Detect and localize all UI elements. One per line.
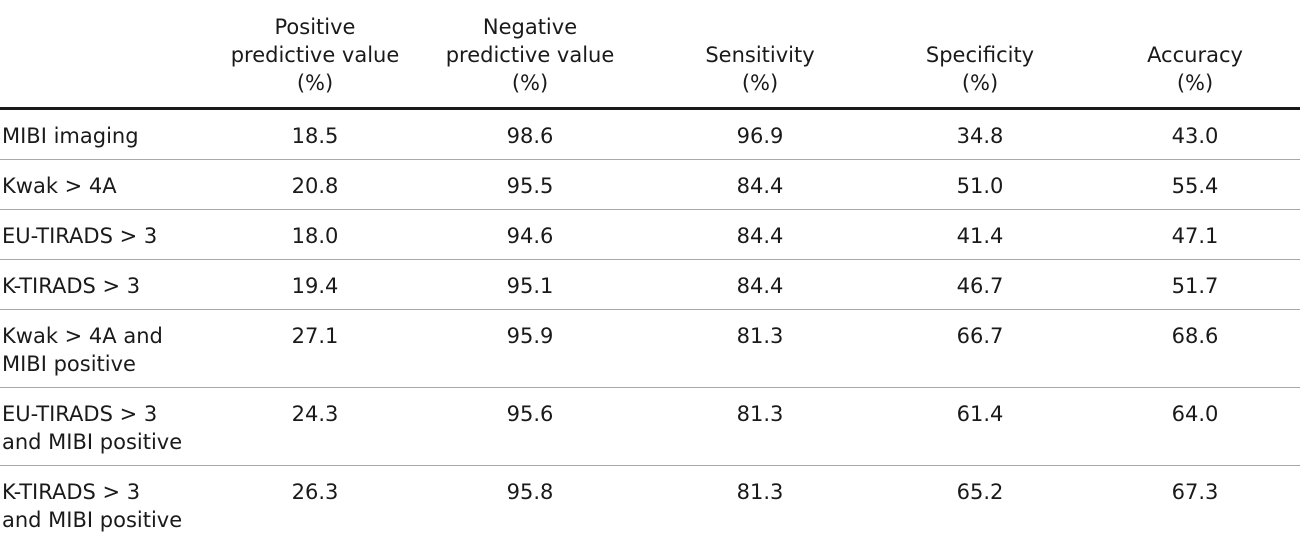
ppv-cell: 18.0: [220, 209, 410, 260]
table-row: EU-TIRADS > 3 and MIBI positive 24.3 95.…: [0, 387, 1300, 466]
header-line: (%): [961, 71, 999, 95]
ppv-cell: 24.3: [220, 387, 410, 466]
sensitivity-cell: 81.3: [650, 309, 870, 388]
row-label: Kwak > 4A and MIBI positive: [0, 309, 220, 388]
header-line: Specificity: [925, 43, 1035, 67]
specificity-cell: 34.8: [870, 108, 1090, 160]
npv-cell: 98.6: [410, 108, 650, 160]
header-line: (%): [1176, 71, 1214, 95]
sensitivity-cell: 81.3: [650, 387, 870, 466]
sensitivity-cell: 96.9: [650, 108, 870, 160]
npv-cell: 95.8: [506, 480, 554, 504]
specificity-cell: 61.4: [870, 387, 1090, 466]
table-row: K-TIRADS > 3 and MIBI positive 26.3 95.8…: [0, 466, 1300, 544]
header-cell-specificity: Specificity (%): [870, 0, 1090, 110]
specificity-cell: 41.4: [870, 209, 1090, 260]
specificity-cell: 46.7: [870, 259, 1090, 310]
table-row: Kwak > 4A and MIBI positive 27.1 95.9 81…: [0, 309, 1300, 388]
accuracy-cell: 68.6: [1090, 309, 1300, 388]
specificity-cell: 66.7: [870, 309, 1090, 388]
header-line: (%): [741, 71, 779, 95]
header-line: predictive value: [230, 43, 400, 67]
table-row: K-TIRADS > 3 19.4 95.1 84.4 46.7 51.7: [0, 259, 1300, 310]
ppv-cell: 20.8: [220, 159, 410, 210]
row-label: K-TIRADS > 3 and MIBI positive: [2, 480, 183, 532]
npv-cell: 95.9: [410, 309, 650, 388]
header-line: Sensitivity: [705, 43, 815, 67]
table-body: MIBI imaging 18.5 98.6 96.9 34.8 43.0 Kw…: [0, 108, 1300, 544]
row-label: MIBI imaging: [0, 108, 220, 160]
accuracy-cell: 67.3: [1171, 480, 1219, 504]
header-line: (%): [511, 71, 549, 95]
ppv-cell: 26.3: [291, 480, 339, 504]
npv-cell: 95.1: [410, 259, 650, 310]
header-line: predictive value: [445, 43, 615, 67]
table-row: Kwak > 4A 20.8 95.5 84.4 51.0 55.4: [0, 159, 1300, 210]
sensitivity-cell: 81.3: [736, 480, 784, 504]
table-header: Positive predictive value (%) Negative p…: [0, 0, 1300, 110]
header-row: Positive predictive value (%) Negative p…: [0, 0, 1300, 110]
table-row: MIBI imaging 18.5 98.6 96.9 34.8 43.0: [0, 108, 1300, 160]
ppv-cell: 18.5: [220, 108, 410, 160]
header-cell-npv: Negative predictive value (%): [410, 0, 650, 110]
sensitivity-cell: 84.4: [650, 259, 870, 310]
specificity-cell: 65.2: [956, 480, 1004, 504]
header-cell-ppv: Positive predictive value (%): [220, 0, 410, 110]
npv-cell: 95.6: [410, 387, 650, 466]
npv-cell: 94.6: [410, 209, 650, 260]
table-row: EU-TIRADS > 3 18.0 94.6 84.4 41.4 47.1: [0, 209, 1300, 260]
header-line: Negative: [482, 15, 578, 39]
header-cell-accuracy: Accuracy (%): [1090, 0, 1300, 110]
npv-cell: 95.5: [410, 159, 650, 210]
header-cell-blank: [0, 0, 220, 110]
accuracy-cell: 43.0: [1090, 108, 1300, 160]
sensitivity-cell: 84.4: [650, 209, 870, 260]
accuracy-cell: 55.4: [1090, 159, 1300, 210]
header-line: (%): [296, 71, 334, 95]
header-cell-sensitivity: Sensitivity (%): [650, 0, 870, 110]
accuracy-cell: 47.1: [1090, 209, 1300, 260]
row-label: K-TIRADS > 3: [0, 259, 220, 310]
accuracy-cell: 51.7: [1090, 259, 1300, 310]
specificity-cell: 51.0: [870, 159, 1090, 210]
row-label: EU-TIRADS > 3 and MIBI positive: [0, 387, 220, 466]
sensitivity-cell: 84.4: [650, 159, 870, 210]
ppv-cell: 27.1: [220, 309, 410, 388]
header-line: Accuracy: [1147, 43, 1243, 67]
row-label: EU-TIRADS > 3: [0, 209, 220, 260]
header-line: Positive: [274, 15, 356, 39]
row-label: Kwak > 4A: [0, 159, 220, 210]
ppv-cell: 19.4: [220, 259, 410, 310]
accuracy-cell: 64.0: [1090, 387, 1300, 466]
